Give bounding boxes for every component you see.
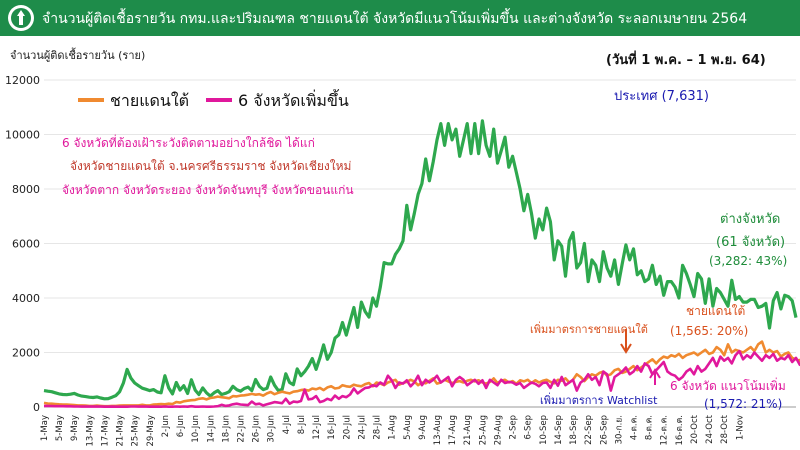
x-tick-label: 24-Jul <box>357 415 367 440</box>
x-tick-label: 18-Jun <box>221 415 231 443</box>
x-tick-label: 12-ต.ค. <box>660 415 670 446</box>
series-line-1 <box>43 340 800 408</box>
x-tick-label: 1-May <box>40 415 50 441</box>
x-tick-label: 22-Sep <box>584 415 594 445</box>
national-total-label: ประเทศ (7,631) <box>614 89 709 104</box>
x-tick-label: 28-Oct <box>720 414 730 443</box>
south-label: ชายแดนใต้ <box>686 304 746 318</box>
x-tick-label: 26-Jun <box>252 415 262 443</box>
x-tick-label: 12-Jul <box>312 415 322 440</box>
x-tick-label: 30-Jun <box>267 415 277 443</box>
x-tick-label: 1-Aug <box>388 415 398 440</box>
legend-label: 6 จังหวัดเพิ่มขึ้น <box>238 89 349 110</box>
x-tick-label: 8-Jul <box>297 415 307 434</box>
six-provinces-share-label: (1,572: 21%) <box>704 397 783 411</box>
x-tick-label: 16-ต.ค. <box>675 415 685 446</box>
x-tick-label: 10-Sep <box>539 415 549 445</box>
six-provinces-arrow <box>649 368 661 385</box>
x-tick-label: 21-May <box>116 415 126 446</box>
x-tick-label: 14-Sep <box>554 415 564 445</box>
x-tick-label: 24-Oct <box>705 414 715 443</box>
date-range-label: (วันที่ 1 พ.ค. – 1 พ.ย. 64) <box>606 53 766 68</box>
watchlist-line-2: จังหวัดชายแดนใต้ จ.นครศรีธรรมราช จังหวัด… <box>70 159 352 173</box>
x-tick-label: 13-May <box>85 415 95 446</box>
x-tick-label: 13-Aug <box>433 415 443 445</box>
watchlist-title: 6 จังหวัดที่ต้องเฝ้าระวังติดตามอย่างใกล้… <box>62 136 315 150</box>
x-tick-label: 2-Sep <box>509 415 519 440</box>
x-tick-label: 25-Aug <box>478 415 488 445</box>
x-axis-ticks: 1-May 5-May 9-May 13-May 17-May 21-May 25-May 2… <box>40 414 745 446</box>
ministry-logo-icon <box>8 5 34 31</box>
y-tick-label: 2000 <box>12 347 40 360</box>
x-tick-label: 8-ต.ค. <box>645 415 655 440</box>
south-share-label: (1,565: 20%) <box>670 324 749 338</box>
others-label: ต่างจังหวัด <box>720 212 781 227</box>
x-tick-label: 16-Jul <box>327 415 337 440</box>
watchlist-line-3: จังหวัดตาก จังหวัดระยอง จังหวัดจันทบุรี … <box>62 183 354 197</box>
others-count-label: (61 จังหวัด) <box>716 235 786 250</box>
x-tick-label: 6-Sep <box>524 415 534 440</box>
x-tick-label: 21-Aug <box>463 415 473 445</box>
header-bar: จำนวนผู้ติดเชื้อรายวัน กทม.และปริมณฑล ชา… <box>0 0 800 36</box>
six-provinces-label: 6 จังหวัด แนวโน้มเพิ่ม <box>670 379 786 393</box>
measure-watchlist-label: เพิ่มมาตรการ Watchlist <box>540 394 658 407</box>
y-axis-ticks: 0 2000 4000 6000 8000 10000 12000 <box>5 74 40 414</box>
x-tick-label: 28-Jul <box>373 415 383 440</box>
x-tick-label: 5-May <box>55 415 65 441</box>
x-tick-label: 20-Oct <box>690 414 700 443</box>
x-tick-label: 9-May <box>70 415 80 441</box>
measure-south-arrow <box>620 329 632 354</box>
y-tick-label: 4000 <box>12 292 40 305</box>
x-tick-label: 4-ต.ค. <box>630 415 640 440</box>
x-tick-label: 5-Aug <box>403 415 413 440</box>
x-tick-label: 26-Sep <box>599 415 609 445</box>
y-tick-label: 12000 <box>5 74 40 87</box>
x-tick-label: 6-Jun <box>176 415 186 437</box>
page-title: จำนวนผู้ติดเชื้อรายวัน กทม.และปริมณฑล ชา… <box>42 11 748 27</box>
series-line-0 <box>43 119 798 401</box>
x-tick-label: 22-Jun <box>237 415 247 443</box>
y-tick-label: 8000 <box>12 183 40 196</box>
legend-label: ชายแดนใต้ <box>110 91 189 110</box>
x-tick-label: 29-Aug <box>493 415 503 445</box>
x-tick-label: 30-ก.ย. <box>614 415 624 444</box>
y-tick-label: 6000 <box>12 238 40 251</box>
x-tick-label: 4-Jul <box>282 415 292 434</box>
x-tick-label: 25-May <box>131 415 141 446</box>
x-tick-label: 1-Nov <box>735 415 745 440</box>
others-share-label: (3,282: 43%) <box>709 254 788 268</box>
series-lines <box>43 119 800 408</box>
series-line-2 <box>44 349 800 408</box>
x-tick-label: 17-May <box>100 415 110 446</box>
x-tick-label: 9-Aug <box>418 415 428 440</box>
x-tick-label: 17-Aug <box>448 415 458 445</box>
y-tick-label: 10000 <box>5 129 40 142</box>
annotation-arrows <box>620 329 661 385</box>
x-tick-label: 10-Jun <box>191 415 201 443</box>
x-tick-label: 29-May <box>146 415 156 446</box>
y-axis-label: จำนวนผู้ติดเชื้อรายวัน (ราย) <box>10 49 146 62</box>
x-tick-label: 2-Jun <box>161 415 171 437</box>
x-tick-label: 18-Sep <box>569 415 579 445</box>
y-tick-label: 0 <box>33 401 40 414</box>
x-tick-label: 14-Jun <box>206 415 216 443</box>
measure-south-label: เพิ่มมาตรการชายแดนใต้ <box>530 323 648 336</box>
chart-legend: ชายแดนใต้ 6 จังหวัดเพิ่มขึ้น <box>78 89 349 110</box>
x-tick-label: 20-Jul <box>342 415 352 440</box>
